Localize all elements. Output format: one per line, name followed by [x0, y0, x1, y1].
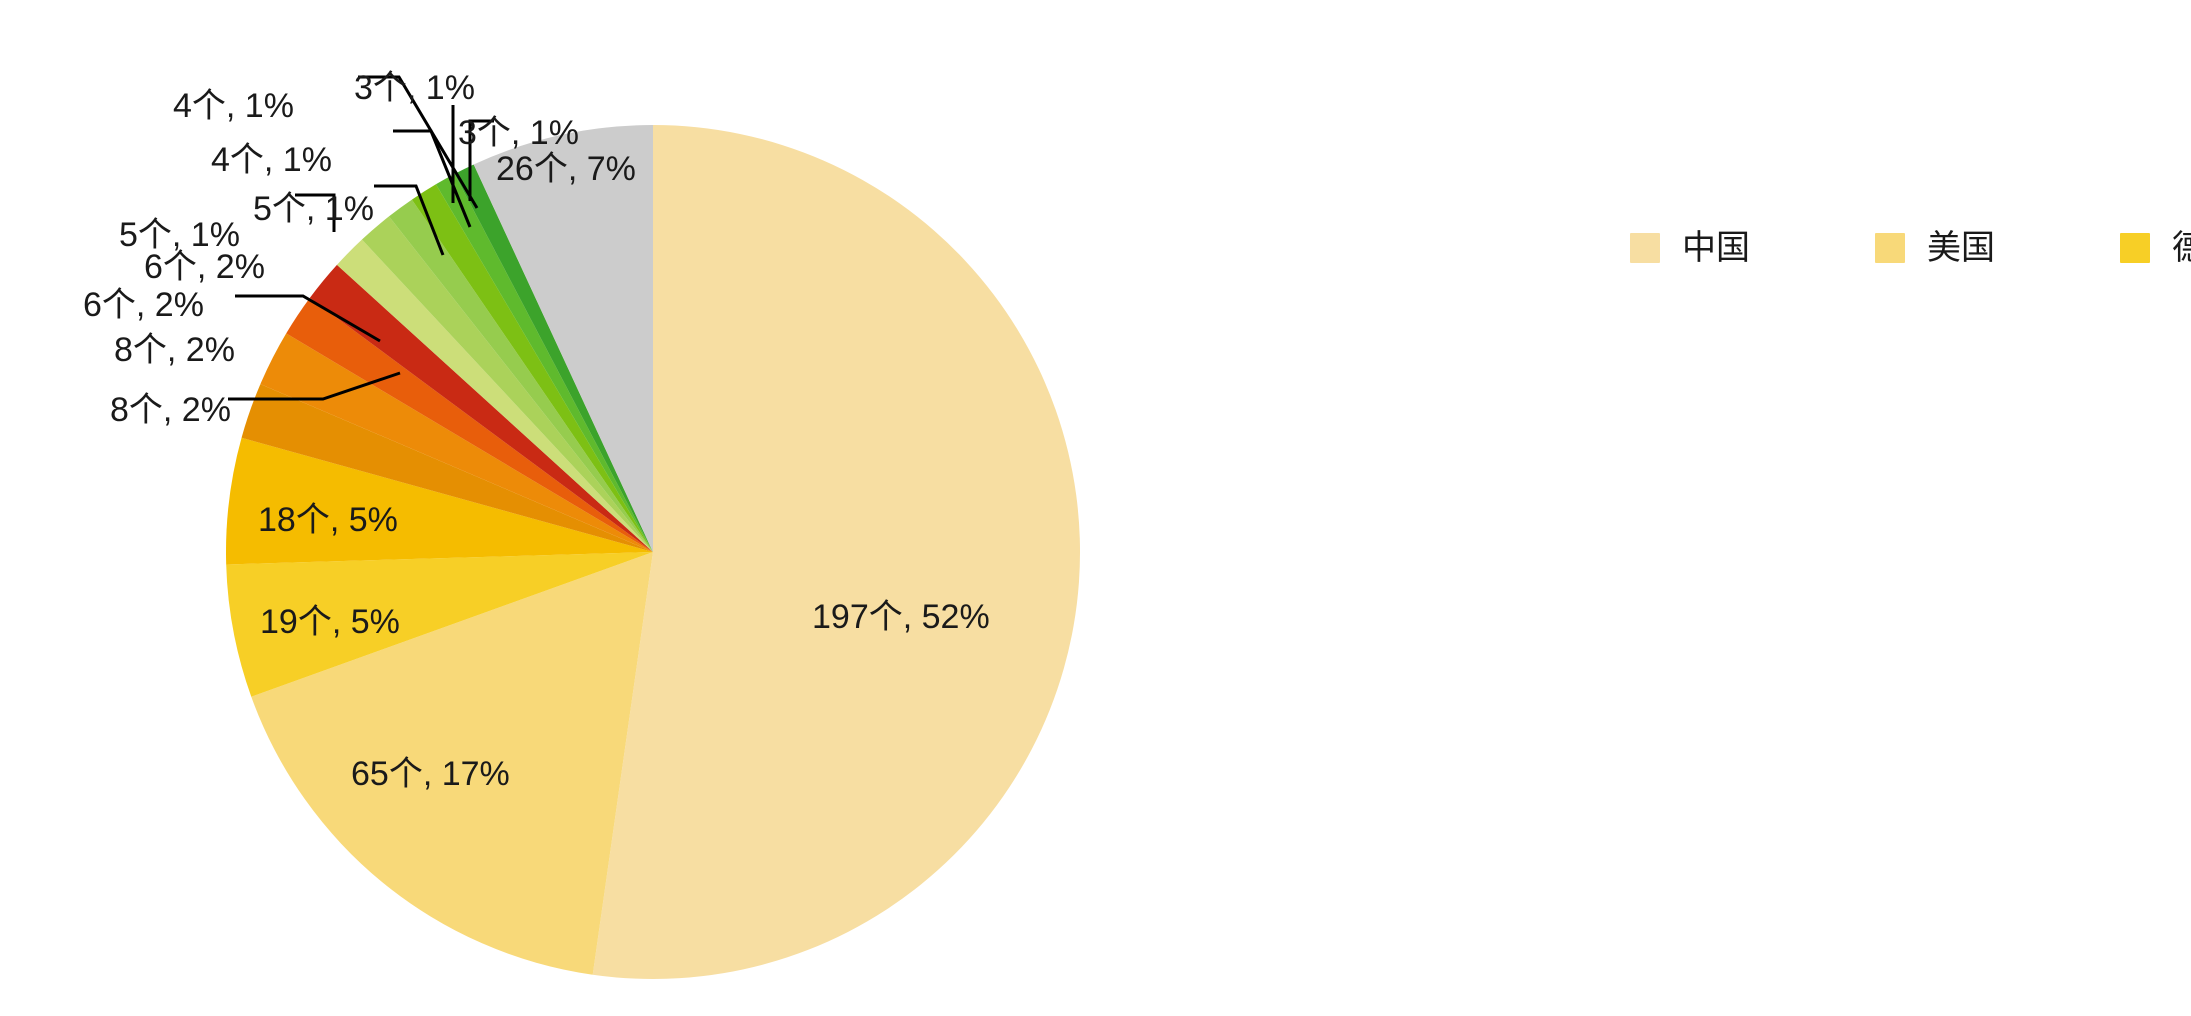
- leader-line: [295, 193, 336, 232]
- legend-label: 德国: [2172, 229, 2191, 267]
- legend-item[interactable]: 中国: [1630, 228, 1875, 268]
- slice-label: 5个, 1%: [253, 190, 374, 228]
- leader-line: [228, 371, 401, 401]
- slice-label: 65个, 17%: [351, 755, 510, 793]
- slice-label: 6个, 2%: [83, 286, 204, 324]
- legend-label: 中国: [1682, 229, 1750, 267]
- legend-item[interactable]: 美国: [1875, 228, 2120, 268]
- pie-slice[interactable]: [251, 552, 653, 975]
- legend-swatch: [2120, 233, 2150, 263]
- pie-slice[interactable]: [411, 184, 653, 553]
- legend: 中国美国德国英国新加坡韩国希腊荷兰加拿大法国爱尔兰意大利澳大利亚印度其它: [1630, 200, 2191, 296]
- pie-slice[interactable]: [336, 239, 653, 552]
- leader-lines: [228, 75, 494, 401]
- pie-slice[interactable]: [225, 437, 653, 565]
- legend-swatch: [1630, 233, 1660, 263]
- leader-line: [358, 75, 479, 209]
- slice-label: 6个, 2%: [144, 248, 265, 286]
- pie-slice[interactable]: [286, 297, 653, 552]
- slice-label: 4个, 1%: [173, 87, 294, 125]
- leader-line: [468, 119, 494, 201]
- pie-slice[interactable]: [309, 264, 653, 552]
- slice-label: 18个, 5%: [258, 501, 398, 539]
- slice-label: 197个, 52%: [812, 598, 990, 636]
- slice-label: 8个, 2%: [110, 391, 231, 429]
- slice-label: 4个, 1%: [211, 141, 332, 179]
- slice-label: 26个, 7%: [496, 150, 636, 188]
- slice-label: 3个, 1%: [458, 114, 579, 152]
- pie-slice[interactable]: [435, 173, 653, 552]
- legend-swatch: [1875, 233, 1905, 263]
- slice-label: 19个, 5%: [260, 603, 400, 641]
- legend-label: 美国: [1927, 229, 1995, 267]
- pie-slice[interactable]: [473, 125, 653, 552]
- pie-slices: [225, 125, 1081, 980]
- pie-slice[interactable]: [388, 199, 653, 552]
- pie-slice[interactable]: [241, 384, 653, 552]
- slice-label: 5个, 1%: [119, 216, 240, 254]
- leader-line: [235, 294, 381, 343]
- slice-label: 3个, 1%: [354, 69, 475, 107]
- pie-slice[interactable]: [361, 216, 653, 553]
- leader-line: [374, 184, 445, 256]
- pie-slice[interactable]: [226, 552, 653, 697]
- slice-label: 8个, 2%: [114, 331, 235, 369]
- pie-slice[interactable]: [592, 125, 1081, 980]
- pie-slice[interactable]: [454, 164, 653, 552]
- legend-item[interactable]: 德国: [2120, 228, 2191, 268]
